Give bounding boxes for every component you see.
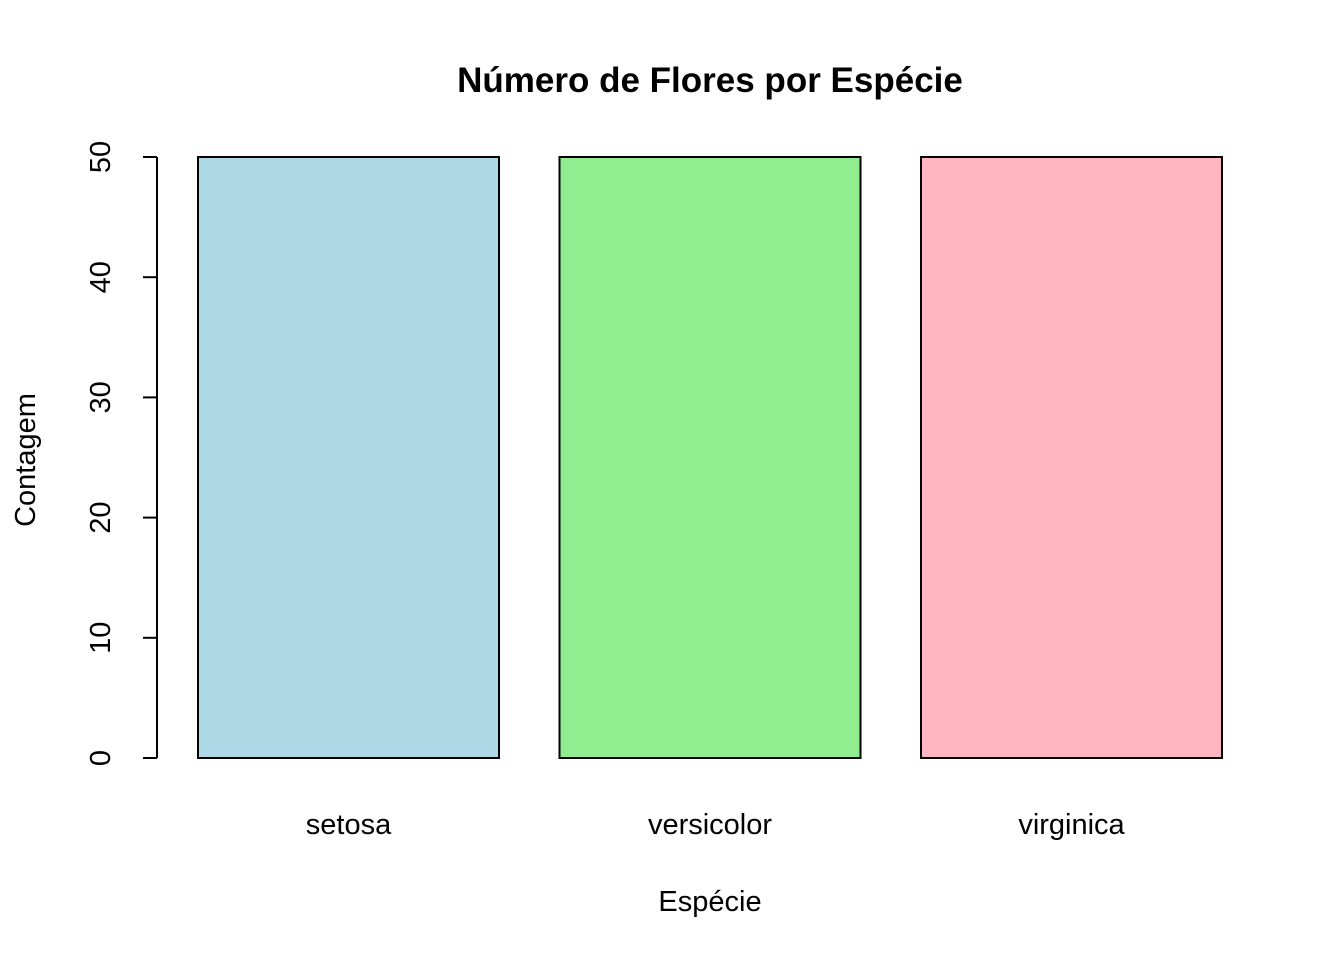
x-tick-label: setosa: [306, 809, 392, 841]
x-axis-label: Espécie: [658, 886, 761, 918]
bar-virginica: [920, 156, 1223, 759]
bar-versicolor: [558, 156, 862, 759]
bar-setosa: [197, 156, 500, 759]
y-tick-label: 20: [85, 501, 117, 533]
y-axis-label: Contagem: [10, 393, 42, 527]
chart-title: Número de Flores por Espécie: [457, 61, 963, 100]
y-tick-label: 50: [85, 141, 117, 173]
y-axis: 0 10 20 30 40 50: [85, 141, 158, 766]
x-tick-label: virginica: [1018, 809, 1125, 841]
y-tick-label: 0: [85, 750, 117, 766]
x-tick-labels: setosa versicolor virginica: [306, 809, 1126, 841]
bars: [197, 156, 1223, 759]
y-tick-label: 30: [85, 381, 117, 413]
y-tick-label: 40: [85, 261, 117, 293]
y-tick-label: 10: [85, 622, 117, 654]
x-tick-label: versicolor: [648, 809, 772, 841]
